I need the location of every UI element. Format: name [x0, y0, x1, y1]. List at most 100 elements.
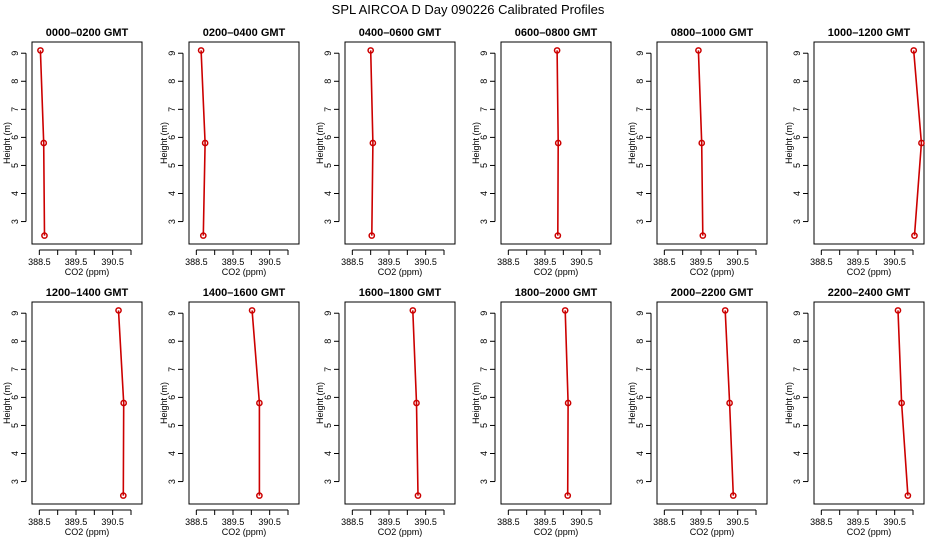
y-tick-label: 4	[10, 451, 20, 456]
panel-title: 2000–2200 GMT	[671, 287, 754, 299]
data-point	[409, 307, 417, 314]
y-tick-label: 9	[479, 311, 489, 316]
y-tick-label: 6	[10, 135, 20, 140]
x-tick-label: 390.5	[726, 517, 749, 527]
panel-title: 2200–2400 GMT	[828, 287, 911, 299]
y-tick-label: 5	[635, 163, 645, 168]
y-tick-label: 7	[323, 107, 333, 112]
x-tick-label: 390.5	[414, 257, 437, 267]
data-point	[564, 399, 572, 407]
x-tick-label: 388.5	[185, 257, 208, 267]
y-tick-label: 6	[323, 395, 333, 400]
y-tick-label: 3	[323, 479, 333, 484]
x-tick-label: 388.5	[653, 517, 676, 527]
y-tick-label: 4	[479, 191, 489, 196]
y-axis-label: Height (m)	[627, 122, 637, 164]
y-tick-label: 3	[635, 479, 645, 484]
panel-title: 0400–0600 GMT	[359, 27, 442, 39]
y-tick-label: 4	[167, 451, 177, 456]
y-tick-label: 4	[635, 191, 645, 196]
panel-title: 1200–1400 GMT	[46, 287, 129, 299]
y-axis-label: Height (m)	[471, 122, 481, 164]
y-tick-label: 7	[479, 367, 489, 372]
y-tick-label: 8	[323, 339, 333, 344]
y-tick-label: 7	[167, 367, 177, 372]
y-tick-label: 3	[323, 219, 333, 224]
x-tick-label: 390.5	[258, 517, 281, 527]
plot-frame	[31, 41, 143, 245]
y-tick-label: 9	[167, 311, 177, 316]
data-point	[256, 399, 263, 407]
data-point	[698, 139, 706, 147]
data-point	[721, 307, 729, 314]
data-point	[201, 139, 209, 147]
y-tick-label: 9	[479, 51, 489, 56]
y-tick-label: 3	[792, 479, 802, 484]
panel-title: 0200–0400 GMT	[203, 27, 286, 39]
x-tick-label: 390.5	[726, 257, 749, 267]
y-tick-label: 7	[479, 107, 489, 112]
panel-title: 1000–1200 GMT	[828, 27, 911, 39]
x-axis-label: CO2 (ppm)	[534, 267, 579, 277]
x-tick-label: 389.5	[378, 517, 401, 527]
data-point	[37, 47, 44, 54]
y-tick-label: 8	[479, 339, 489, 344]
x-tick-label: 390.5	[101, 257, 124, 267]
y-tick-label: 7	[10, 107, 20, 112]
y-tick-label: 5	[479, 423, 489, 428]
data-point	[553, 47, 561, 54]
data-point	[564, 492, 572, 499]
y-tick-label: 3	[167, 219, 177, 224]
y-tick-label: 4	[479, 451, 489, 456]
panel-title: 0000–0200 GMT	[46, 27, 129, 39]
panel-title: 1400–1600 GMT	[203, 287, 286, 299]
y-tick-label: 8	[479, 79, 489, 84]
y-axis-label: Height (m)	[2, 382, 12, 424]
x-tick-label: 388.5	[341, 257, 364, 267]
x-axis-label: CO2 (ppm)	[65, 267, 110, 277]
y-tick-label: 6	[479, 395, 489, 400]
x-tick-label: 389.5	[534, 257, 557, 267]
profile-line	[912, 50, 923, 236]
x-tick-label: 390.5	[570, 517, 593, 527]
data-point	[369, 139, 377, 147]
y-axis-label: Height (m)	[315, 122, 325, 164]
y-tick-label: 4	[323, 191, 333, 196]
x-tick-label: 390.5	[414, 517, 437, 527]
x-axis-label: CO2 (ppm)	[65, 527, 110, 537]
data-point	[904, 492, 912, 499]
x-tick-label: 389.5	[690, 517, 713, 527]
data-point	[911, 232, 918, 239]
x-axis-label: CO2 (ppm)	[690, 267, 735, 277]
x-tick-label: 390.5	[883, 257, 906, 267]
data-point	[40, 139, 48, 147]
y-tick-label: 7	[635, 107, 645, 112]
figure-title: SPL AIRCOA D Day 090226 Calibrated Profi…	[331, 2, 605, 17]
data-point	[197, 47, 205, 54]
y-tick-label: 9	[10, 51, 20, 56]
y-tick-label: 8	[10, 79, 20, 84]
plot-frame	[656, 301, 768, 505]
data-point	[115, 307, 122, 314]
plot-frame	[813, 41, 925, 245]
data-point	[41, 232, 48, 239]
y-tick-label: 8	[635, 79, 645, 84]
data-point	[414, 492, 422, 499]
y-tick-label: 3	[10, 479, 20, 484]
y-tick-label: 5	[635, 423, 645, 428]
plot-frame	[344, 41, 456, 245]
y-tick-label: 8	[635, 339, 645, 344]
x-axis-label: CO2 (ppm)	[222, 267, 267, 277]
x-axis-label: CO2 (ppm)	[690, 527, 735, 537]
data-point	[918, 139, 925, 147]
panel-title: 1800–2000 GMT	[515, 287, 598, 299]
y-tick-label: 4	[792, 451, 802, 456]
y-tick-label: 9	[323, 311, 333, 316]
y-tick-label: 3	[167, 479, 177, 484]
x-axis-label: CO2 (ppm)	[534, 527, 579, 537]
x-tick-label: 388.5	[810, 257, 833, 267]
y-tick-label: 7	[323, 367, 333, 372]
y-tick-label: 6	[167, 135, 177, 140]
y-axis-label: Height (m)	[627, 382, 637, 424]
